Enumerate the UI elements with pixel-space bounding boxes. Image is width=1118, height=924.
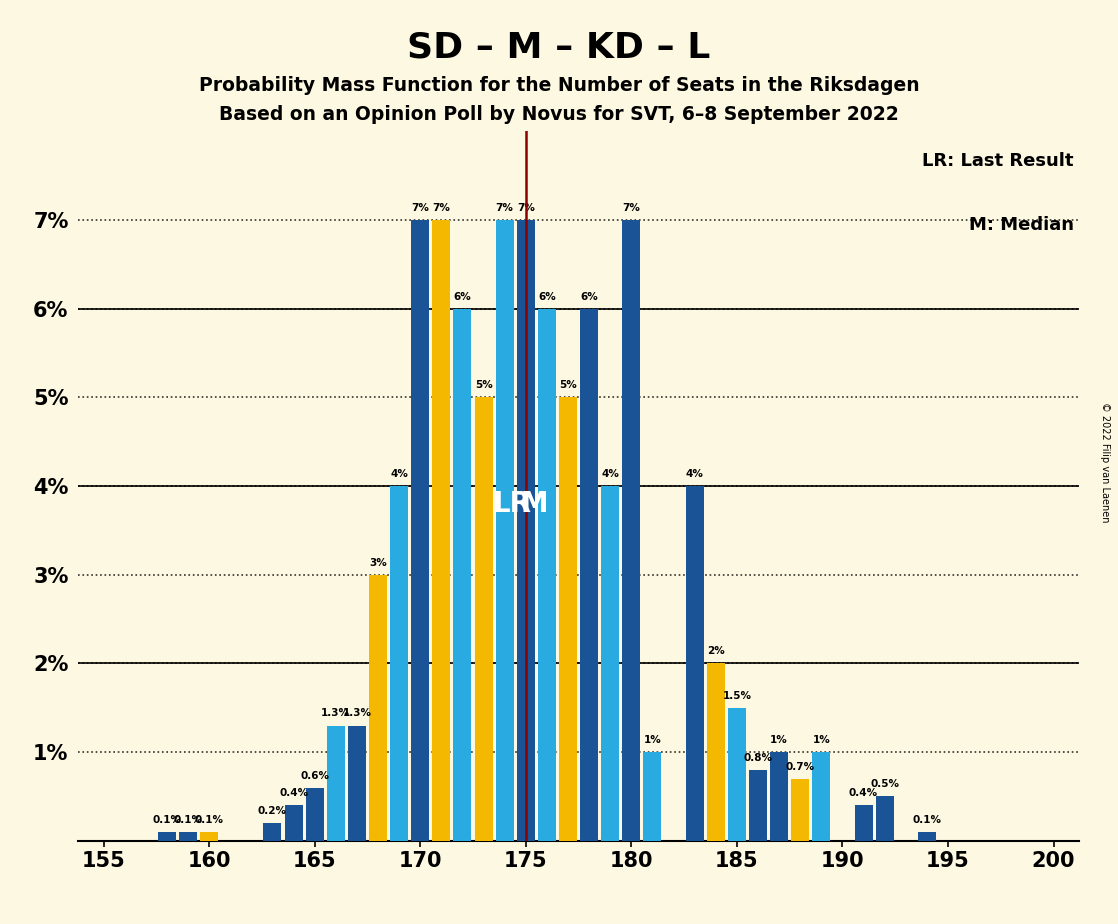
Bar: [305, 787, 324, 841]
Bar: [918, 832, 936, 841]
Text: LR: LR: [493, 490, 531, 517]
Bar: [200, 832, 218, 841]
Text: 0.7%: 0.7%: [786, 761, 815, 772]
Bar: [454, 309, 472, 841]
Text: 0.5%: 0.5%: [870, 779, 899, 789]
Bar: [411, 220, 429, 841]
Text: 6%: 6%: [454, 291, 472, 301]
Text: © 2022 Filip van Laenen: © 2022 Filip van Laenen: [1100, 402, 1109, 522]
Bar: [580, 309, 598, 841]
Bar: [369, 575, 387, 841]
Text: 1.5%: 1.5%: [722, 690, 751, 700]
Bar: [792, 779, 809, 841]
Text: 0.1%: 0.1%: [152, 815, 181, 825]
Text: 7%: 7%: [517, 202, 534, 213]
Bar: [644, 752, 662, 841]
Bar: [685, 486, 703, 841]
Text: LR: Last Result: LR: Last Result: [922, 152, 1074, 171]
Text: 1%: 1%: [644, 735, 662, 745]
Bar: [433, 220, 451, 841]
Text: 1.3%: 1.3%: [321, 709, 350, 719]
Bar: [854, 806, 872, 841]
Bar: [158, 832, 176, 841]
Text: SD – M – KD – L: SD – M – KD – L: [407, 30, 711, 65]
Bar: [475, 397, 493, 841]
Text: 0.1%: 0.1%: [912, 815, 941, 825]
Bar: [623, 220, 641, 841]
Text: M: M: [520, 490, 548, 517]
Bar: [285, 806, 303, 841]
Text: 4%: 4%: [390, 468, 408, 479]
Text: 5%: 5%: [475, 380, 492, 390]
Text: 6%: 6%: [538, 291, 556, 301]
Text: 2%: 2%: [707, 646, 724, 656]
Bar: [749, 770, 767, 841]
Text: 0.8%: 0.8%: [743, 753, 773, 763]
Bar: [495, 220, 513, 841]
Text: Based on an Opinion Poll by Novus for SVT, 6–8 September 2022: Based on an Opinion Poll by Novus for SV…: [219, 105, 899, 125]
Text: 1%: 1%: [770, 735, 788, 745]
Text: 0.6%: 0.6%: [301, 771, 329, 781]
Bar: [770, 752, 788, 841]
Text: 0.1%: 0.1%: [195, 815, 224, 825]
Bar: [264, 823, 282, 841]
Bar: [538, 309, 556, 841]
Bar: [707, 663, 724, 841]
Text: 7%: 7%: [495, 202, 513, 213]
Bar: [390, 486, 408, 841]
Text: 3%: 3%: [369, 557, 387, 567]
Text: 7%: 7%: [433, 202, 451, 213]
Text: 4%: 4%: [601, 468, 619, 479]
Text: Probability Mass Function for the Number of Seats in the Riksdagen: Probability Mass Function for the Number…: [199, 76, 919, 95]
Text: 5%: 5%: [559, 380, 577, 390]
Bar: [813, 752, 831, 841]
Bar: [179, 832, 197, 841]
Text: 7%: 7%: [411, 202, 429, 213]
Text: 6%: 6%: [580, 291, 598, 301]
Bar: [875, 796, 893, 841]
Bar: [348, 725, 366, 841]
Text: M: Median: M: Median: [969, 216, 1074, 235]
Text: 0.1%: 0.1%: [173, 815, 202, 825]
Bar: [601, 486, 619, 841]
Bar: [326, 725, 344, 841]
Text: 4%: 4%: [685, 468, 703, 479]
Text: 0.4%: 0.4%: [280, 788, 309, 798]
Text: 0.4%: 0.4%: [849, 788, 878, 798]
Text: 1%: 1%: [813, 735, 831, 745]
Bar: [517, 220, 534, 841]
Bar: [559, 397, 577, 841]
Bar: [728, 708, 746, 841]
Text: 7%: 7%: [623, 202, 641, 213]
Text: 1.3%: 1.3%: [342, 709, 371, 719]
Text: 0.2%: 0.2%: [258, 806, 287, 816]
